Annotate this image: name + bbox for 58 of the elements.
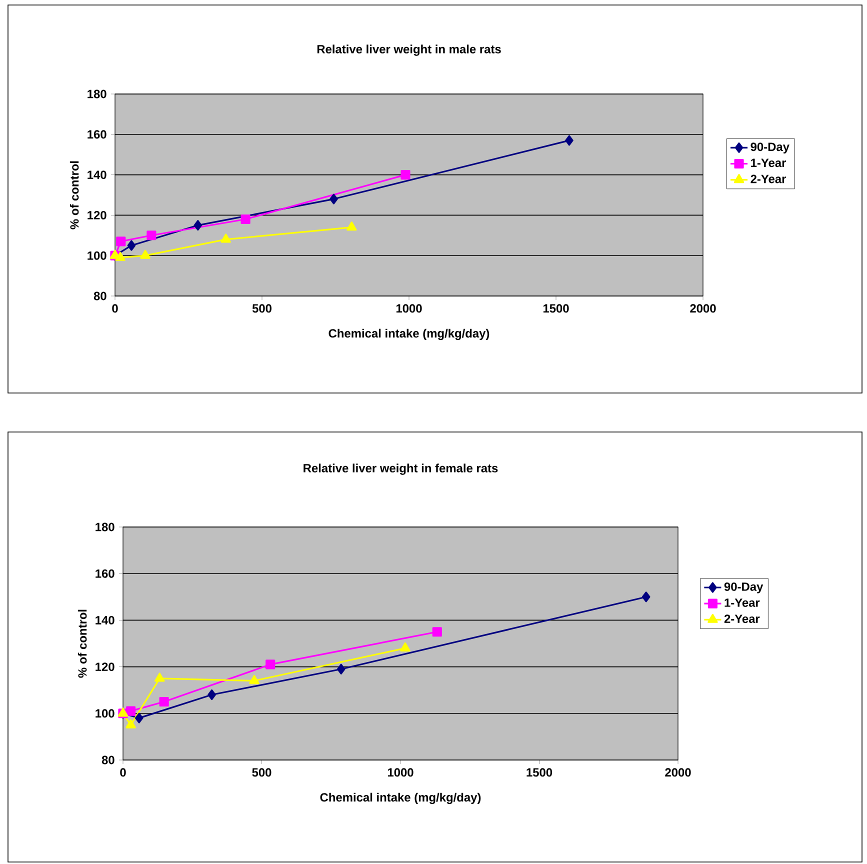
y-tick-label: 140 [96, 616, 114, 624]
point [134, 712, 144, 724]
x-tick-label: 500 [252, 304, 272, 313]
y-tick-label: 100 [88, 251, 106, 260]
x-tick-label: 1500 [526, 768, 552, 777]
point [266, 660, 276, 670]
x-tick-label: 2000 [665, 768, 691, 777]
legend-label: 2-Year [724, 614, 760, 624]
legend-label: 90-Day [724, 582, 764, 594]
y-tick-label: 80 [94, 292, 106, 300]
x-tick-label: 1000 [388, 768, 414, 777]
y-tick-label: 180 [88, 90, 106, 98]
x-tick-label: 1500 [543, 304, 569, 313]
point [194, 220, 202, 231]
point [146, 230, 156, 240]
y-tick-label: 120 [96, 662, 114, 672]
y-tick-label: 80 [102, 756, 114, 764]
point [346, 222, 357, 231]
y-tick-label: 140 [88, 170, 106, 180]
x-tick-label: 0 [112, 304, 118, 313]
point [126, 706, 136, 716]
y-tick-label: 100 [96, 709, 114, 718]
x-tick-label: 2000 [690, 304, 716, 313]
y-axis-title: % of control [78, 610, 87, 678]
point [565, 135, 574, 146]
point [208, 689, 216, 700]
point [240, 214, 250, 224]
legend-label: 2-Year [750, 174, 786, 184]
legend-label: 1-Year [751, 158, 786, 168]
x-axis-title: Chemical intake (mg/kg/day) [320, 792, 481, 804]
point [220, 234, 231, 243]
y-tick-label: 120 [88, 210, 106, 220]
point [400, 170, 410, 180]
point [432, 627, 442, 637]
chart-title: Relative liver weight in male rats [317, 44, 501, 56]
x-tick-label: 1000 [396, 304, 422, 313]
point [154, 672, 165, 682]
point [336, 664, 346, 674]
point [115, 252, 126, 261]
point [249, 674, 260, 684]
y-axis-title: % of control [70, 161, 79, 230]
point [116, 236, 126, 246]
x-tick-label: 500 [252, 768, 272, 777]
chart-title: Relative liver weight in female rats [304, 464, 498, 475]
x-axis-title: Chemical intake (mg/kg/day) [328, 328, 490, 340]
point [159, 696, 169, 707]
point [330, 194, 338, 204]
y-tick-label: 160 [88, 130, 106, 139]
point [400, 642, 410, 652]
legend-label: 1-Year [724, 598, 760, 607]
point [140, 250, 150, 259]
y-tick-label: 180 [96, 522, 114, 532]
legend-label: 90-Day [750, 142, 790, 154]
point [642, 592, 650, 602]
point [127, 240, 136, 251]
y-tick-label: 160 [96, 569, 114, 578]
x-tick-label: 0 [120, 768, 126, 777]
point [126, 719, 136, 728]
